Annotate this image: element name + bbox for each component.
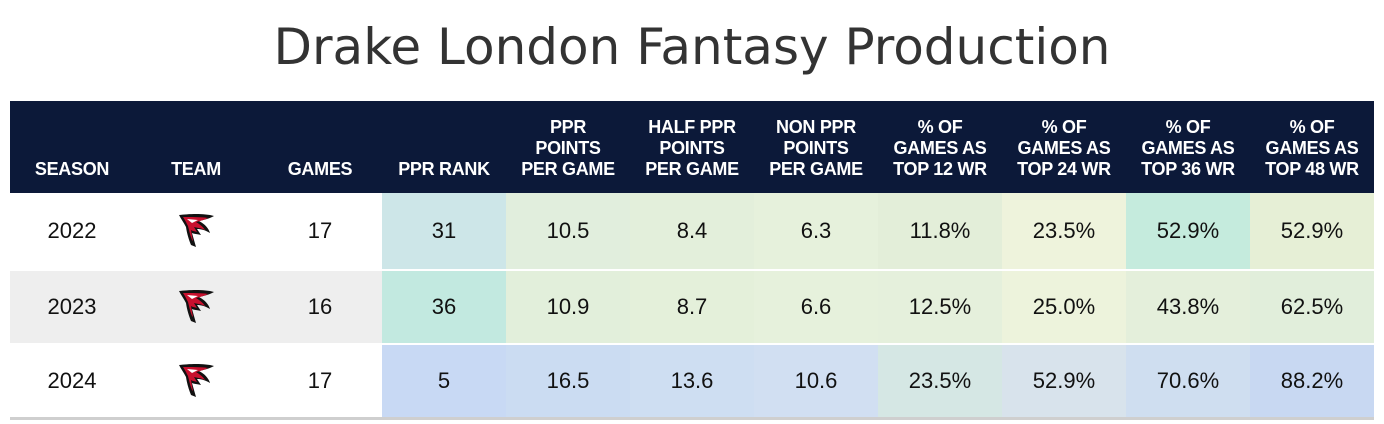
cell-non-ppr-ppg: 10.6 — [754, 344, 878, 420]
cell-top24: 52.9% — [1002, 344, 1126, 420]
cell-top36: 52.9% — [1126, 193, 1250, 271]
chart-title: Drake London Fantasy Production — [273, 18, 1111, 76]
cell-non-ppr-ppg: 6.6 — [754, 270, 878, 345]
cell-top36: 43.8% — [1126, 270, 1250, 345]
cell-half-ppr-ppg: 8.7 — [630, 270, 754, 345]
column-header: HALF PPR POINTS PER GAME — [630, 101, 754, 193]
cell-top24: 23.5% — [1002, 193, 1126, 271]
cell-games: 16 — [258, 270, 382, 345]
cell-top48: 62.5% — [1250, 270, 1374, 345]
cell-games: 17 — [258, 344, 382, 420]
table-row: 2022 17 31 10.5 8.4 6.3 11.8% 23.5% 52.9% 52.9% — [10, 193, 1374, 271]
cell-ppr-rank: 31 — [382, 193, 506, 271]
team-cell — [134, 270, 258, 345]
cell-ppr-ppg: 10.5 — [506, 193, 630, 271]
stats-table: SEASON TEAM GAMES PPR RANK PPR POINTS PER GAME… — [10, 101, 1374, 420]
column-header: SEASON — [10, 101, 134, 193]
column-header: GAMES — [258, 101, 382, 193]
column-header: PPR POINTS PER GAME — [506, 101, 630, 193]
cell-games: 17 — [258, 193, 382, 271]
column-header: % OF GAMES AS TOP 12 WR — [878, 101, 1002, 193]
table-body: 2022 17 31 10.5 8.4 6.3 11.8% 23.5% 52.9% 52.9% 2… — [10, 193, 1374, 420]
cell-top12: 23.5% — [878, 344, 1002, 420]
cell-top48: 52.9% — [1250, 193, 1374, 271]
atlanta-falcons-logo-icon — [174, 359, 218, 403]
cell-half-ppr-ppg: 8.4 — [630, 193, 754, 271]
cell-ppr-ppg: 16.5 — [506, 344, 630, 420]
cell-non-ppr-ppg: 6.3 — [754, 193, 878, 271]
cell-top24: 25.0% — [1002, 270, 1126, 345]
cell-season: 2023 — [10, 270, 134, 345]
cell-ppr-rank: 5 — [382, 344, 506, 420]
atlanta-falcons-logo-icon — [174, 209, 218, 253]
column-header: PPR RANK — [382, 101, 506, 193]
cell-top12: 12.5% — [878, 270, 1002, 345]
column-header: NON PPR POINTS PER GAME — [754, 101, 878, 193]
team-cell — [134, 344, 258, 420]
column-header: % OF GAMES AS TOP 36 WR — [1126, 101, 1250, 193]
cell-ppr-rank: 36 — [382, 270, 506, 345]
table-row: 2023 16 36 10.9 8.7 6.6 12.5% 25.0% 43.8% 62.5% — [10, 270, 1374, 345]
team-cell — [134, 193, 258, 271]
cell-top36: 70.6% — [1126, 344, 1250, 420]
cell-season: 2022 — [10, 193, 134, 271]
header-row: SEASON TEAM GAMES PPR RANK PPR POINTS PER GAME… — [10, 101, 1374, 193]
cell-top48: 88.2% — [1250, 344, 1374, 420]
cell-season: 2024 — [10, 344, 134, 420]
atlanta-falcons-logo-icon — [174, 285, 218, 329]
column-header: TEAM — [134, 101, 258, 193]
table-row: 2024 17 5 16.5 13.6 10.6 23.5% 52.9% 70.6% 88.2% — [10, 344, 1374, 420]
column-header: % OF GAMES AS TOP 24 WR — [1002, 101, 1126, 193]
column-header: % OF GAMES AS TOP 48 WR — [1250, 101, 1374, 193]
cell-half-ppr-ppg: 13.6 — [630, 344, 754, 420]
cell-ppr-ppg: 10.9 — [506, 270, 630, 345]
cell-top12: 11.8% — [878, 193, 1002, 271]
